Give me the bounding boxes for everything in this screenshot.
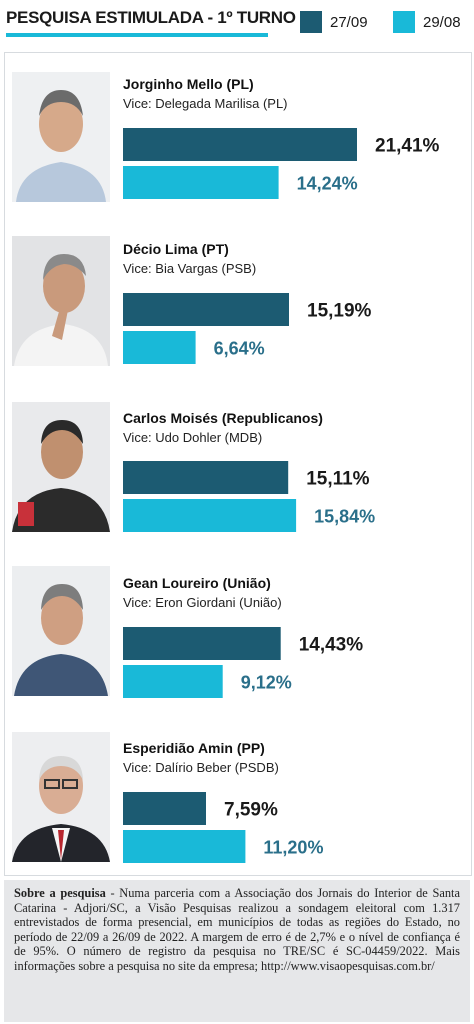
bar-5-27-09 — [123, 792, 206, 825]
candidate-name-2: Décio Lima (PT) — [123, 241, 229, 257]
candidate-photo-4 — [12, 566, 110, 696]
chart-header: PESQUISA ESTIMULADA - 1º TURNO 27/09 29/… — [0, 0, 474, 44]
bar-label-3-27-09: 15,11% — [306, 469, 369, 490]
bar-label-5-29-08: 11,20% — [263, 838, 323, 858]
candidate-name-1: Jorginho Mello (PL) — [123, 76, 254, 92]
candidate-vice-5: Vice: Dalírio Beber (PSDB) — [123, 760, 279, 775]
bar-label-4-29-08: 9,12% — [241, 673, 292, 693]
legend-item-29-08: 29/08 — [393, 10, 461, 34]
legend-label-29-08: 29/08 — [423, 13, 461, 31]
bar-chart: 21,41% 14,24% 15,19% 6,64% 15,11% 15,84% 14,43… — [123, 128, 440, 863]
survey-note: Sobre a pesquisa - Numa parceria com a A… — [4, 880, 470, 1022]
bar-label-2-27-09: 15,19% — [307, 301, 372, 322]
candidate-name-5: Esperidião Amin (PP) — [123, 740, 265, 756]
bar-label-4-27-09: 14,43% — [299, 635, 364, 656]
survey-note-lead: Sobre a pesquisa — [14, 886, 106, 900]
title-underline — [6, 33, 268, 37]
bar-label-5-27-09: 7,59% — [224, 800, 278, 821]
bar-1-29-08 — [123, 166, 279, 199]
candidate-vice-4: Vice: Eron Giordani (União) — [123, 595, 282, 610]
bar-5-29-08 — [123, 830, 246, 863]
bar-3-29-08 — [123, 499, 297, 532]
bar-4-27-09 — [123, 627, 281, 660]
chart-title: PESQUISA ESTIMULADA - 1º TURNO — [6, 8, 296, 27]
bar-label-1-27-09: 21,41% — [375, 136, 440, 157]
candidate-photo-3 — [12, 402, 110, 532]
bar-label-1-29-08: 14,24% — [297, 174, 358, 194]
bar-2-29-08 — [123, 331, 196, 364]
legend-label-27-09: 27/09 — [330, 13, 368, 31]
bar-3-27-09 — [123, 461, 289, 494]
bar-label-3-29-08: 15,84% — [314, 507, 375, 527]
bar-1-27-09 — [123, 128, 357, 161]
legend-swatch-29-08 — [393, 11, 415, 33]
chart-frame — [4, 52, 472, 876]
legend-swatch-27-09 — [300, 11, 322, 33]
candidate-photo-1 — [12, 72, 110, 202]
candidate-vice-3: Vice: Udo Dohler (MDB) — [123, 430, 263, 445]
candidate-photo-5 — [12, 732, 110, 862]
candidate-name-3: Carlos Moisés (Republicanos) — [123, 410, 323, 426]
bar-2-27-09 — [123, 293, 289, 326]
survey-note-text: - Numa parceria com a Associação dos Jor… — [14, 886, 460, 973]
bar-4-29-08 — [123, 665, 223, 698]
bar-label-2-29-08: 6,64% — [214, 339, 265, 359]
legend-item-27-09: 27/09 — [300, 10, 368, 34]
candidate-vice-1: Vice: Delegada Marilisa (PL) — [123, 96, 288, 111]
candidate-vice-2: Vice: Bia Vargas (PSB) — [123, 261, 257, 276]
candidate-name-4: Gean Loureiro (União) — [123, 575, 271, 591]
candidate-photo-2 — [12, 236, 110, 366]
